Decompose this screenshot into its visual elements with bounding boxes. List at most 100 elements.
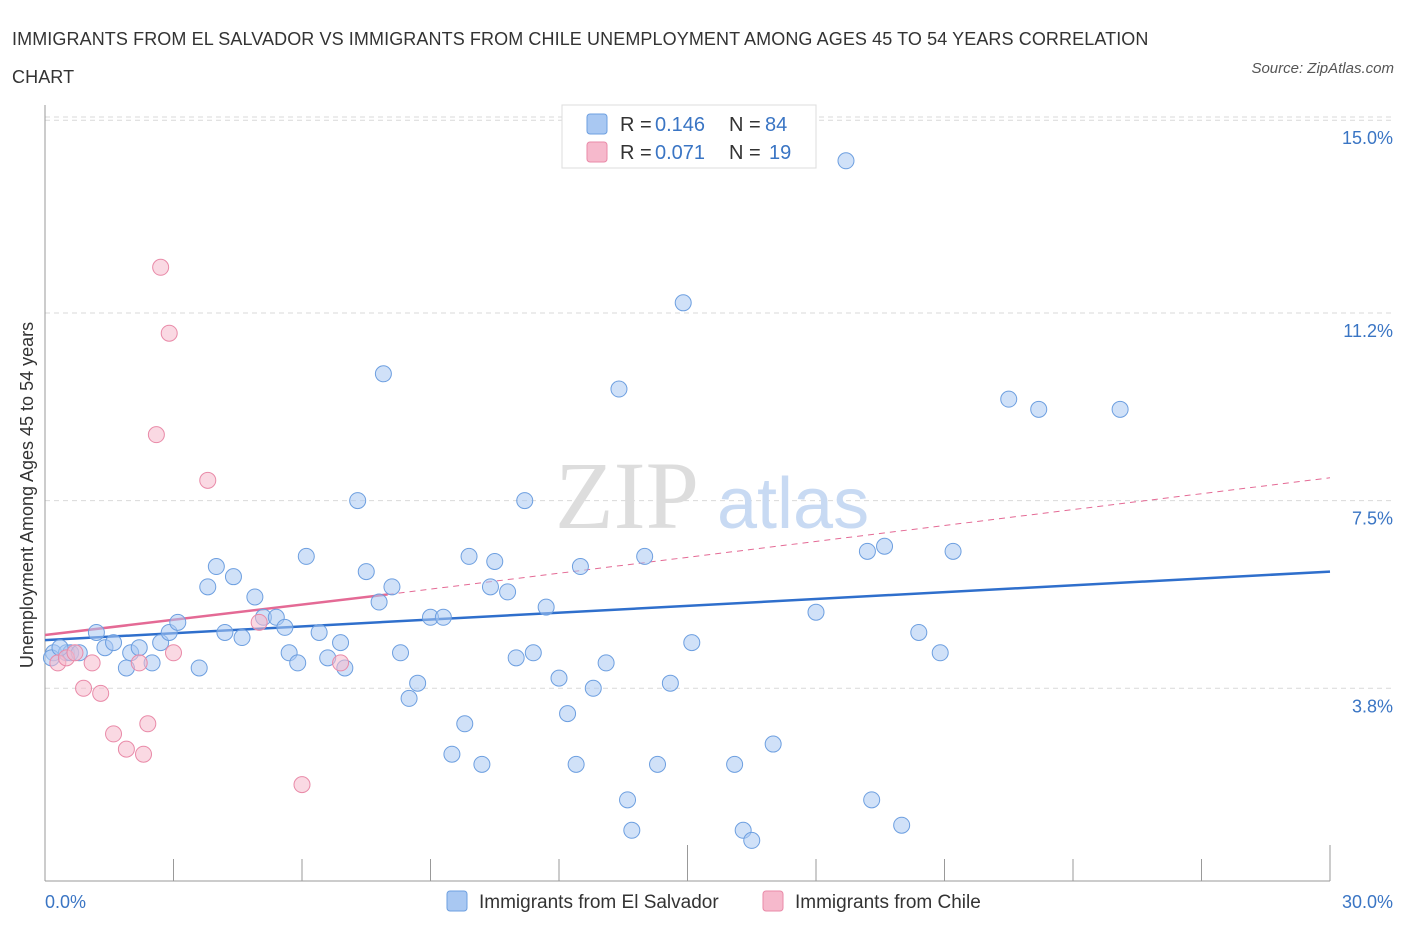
data-point-el-salvador — [584, 679, 602, 697]
data-point-chile — [199, 471, 217, 489]
data-point-el-salvador — [931, 644, 949, 662]
y-axis-label: Unemployment Among Ages 45 to 54 years — [17, 322, 37, 668]
data-point-el-salvador — [105, 634, 123, 652]
data-point-el-salvador — [486, 552, 504, 570]
data-point-el-salvador — [297, 547, 315, 565]
y-tick-label: 7.5% — [1352, 509, 1393, 529]
data-point-el-salvador — [190, 659, 208, 677]
legend-swatch-el-salvador — [586, 113, 608, 135]
data-point-el-salvador — [661, 674, 679, 692]
y-tick-labels: 3.8% 7.5% 11.2% 15.0% — [1342, 128, 1393, 716]
legend-r-value-1: 0.146 — [655, 114, 705, 136]
data-point-el-salvador — [567, 755, 585, 773]
data-point-el-salvador — [516, 492, 534, 510]
x-tick-label: 30.0% — [1342, 892, 1393, 912]
data-point-chile — [83, 654, 101, 672]
data-point-el-salvador — [276, 618, 294, 636]
legend-swatch-chile — [586, 141, 608, 163]
watermark-zip: ZIP — [555, 442, 699, 549]
y-tick-label: 11.2% — [1343, 321, 1393, 341]
y-tick-label: 3.8% — [1352, 696, 1393, 716]
data-point-el-salvador — [559, 705, 577, 723]
data-point-el-salvador — [216, 623, 234, 641]
axes — [44, 105, 1331, 882]
data-point-el-salvador — [383, 578, 401, 596]
data-point-chile — [332, 654, 350, 672]
data-point-el-salvador — [460, 547, 478, 565]
grid-lines — [45, 116, 1395, 689]
data-point-el-salvador — [876, 537, 894, 555]
data-point-el-salvador — [357, 563, 375, 581]
data-point-el-salvador — [332, 634, 350, 652]
data-point-el-salvador — [743, 831, 761, 849]
data-point-el-salvador — [409, 674, 427, 692]
data-point-el-salvador — [207, 558, 225, 576]
data-point-el-salvador — [910, 623, 928, 641]
data-point-chile — [105, 725, 123, 743]
data-point-chile — [66, 644, 84, 662]
bottom-legend-swatch-chile — [762, 890, 784, 912]
data-point-el-salvador — [863, 791, 881, 809]
data-point-el-salvador — [858, 542, 876, 560]
data-point-el-salvador — [481, 578, 499, 596]
data-points — [42, 152, 1129, 849]
data-point-el-salvador — [499, 583, 517, 601]
data-point-el-salvador — [456, 715, 474, 733]
bottom-legend: Immigrants from El Salvador Immigrants f… — [446, 890, 981, 913]
data-point-chile — [160, 324, 178, 342]
data-point-el-salvador — [674, 294, 692, 312]
trend-line-chile-extension — [387, 477, 1331, 595]
source-label: Source: ZipAtlas.com — [1251, 60, 1394, 77]
data-point-el-salvador — [597, 654, 615, 672]
bottom-legend-label-el-salvador: Immigrants from El Salvador — [479, 892, 719, 913]
data-point-el-salvador — [726, 755, 744, 773]
data-point-el-salvador — [550, 669, 568, 687]
legend-n-label-1: N = — [729, 114, 761, 136]
data-point-el-salvador — [619, 791, 637, 809]
data-point-el-salvador — [374, 365, 392, 383]
data-point-chile — [250, 613, 268, 631]
data-point-el-salvador — [233, 629, 251, 647]
data-point-el-salvador — [434, 608, 452, 626]
watermark-atlas: atlas — [717, 464, 869, 544]
data-point-el-salvador — [571, 558, 589, 576]
data-point-el-salvador — [199, 578, 217, 596]
data-point-el-salvador — [764, 735, 782, 753]
data-point-el-salvador — [246, 588, 264, 606]
data-point-el-salvador — [443, 745, 461, 763]
data-point-chile — [135, 745, 153, 763]
data-point-el-salvador — [1000, 390, 1018, 408]
legend-box: R = 0.146 N = 84 R = 0.071 N = 19 — [561, 104, 817, 169]
data-point-el-salvador — [289, 654, 307, 672]
data-point-el-salvador — [524, 644, 542, 662]
data-point-el-salvador — [1030, 400, 1048, 418]
data-point-el-salvador — [349, 492, 367, 510]
data-point-chile — [139, 715, 157, 733]
data-point-chile — [130, 654, 148, 672]
data-point-el-salvador — [507, 649, 525, 667]
data-point-el-salvador — [610, 380, 628, 398]
data-point-el-salvador — [169, 613, 187, 631]
x-tick-labels: 0.0% 30.0% — [45, 892, 1393, 912]
data-point-el-salvador — [807, 603, 825, 621]
data-point-chile — [165, 644, 182, 662]
data-point-el-salvador — [370, 593, 388, 611]
data-point-chile — [117, 740, 135, 758]
data-point-el-salvador — [1111, 400, 1129, 418]
bottom-legend-swatch-el-salvador — [446, 890, 468, 912]
bottom-legend-label-chile: Immigrants from Chile — [795, 892, 981, 913]
data-point-el-salvador — [537, 598, 555, 616]
data-point-el-salvador — [649, 755, 667, 773]
legend-n-value-1: 84 — [765, 114, 787, 136]
data-point-el-salvador — [392, 644, 410, 662]
data-point-el-salvador — [893, 816, 911, 834]
data-point-chile — [75, 679, 93, 697]
legend-r-label-2: R = — [620, 142, 652, 164]
legend-r-label-1: R = — [620, 114, 652, 136]
data-point-el-salvador — [623, 821, 641, 839]
data-point-el-salvador — [224, 568, 242, 586]
data-point-chile — [92, 684, 110, 702]
legend-n-label-2: N = — [729, 142, 761, 164]
data-point-chile — [147, 426, 165, 444]
